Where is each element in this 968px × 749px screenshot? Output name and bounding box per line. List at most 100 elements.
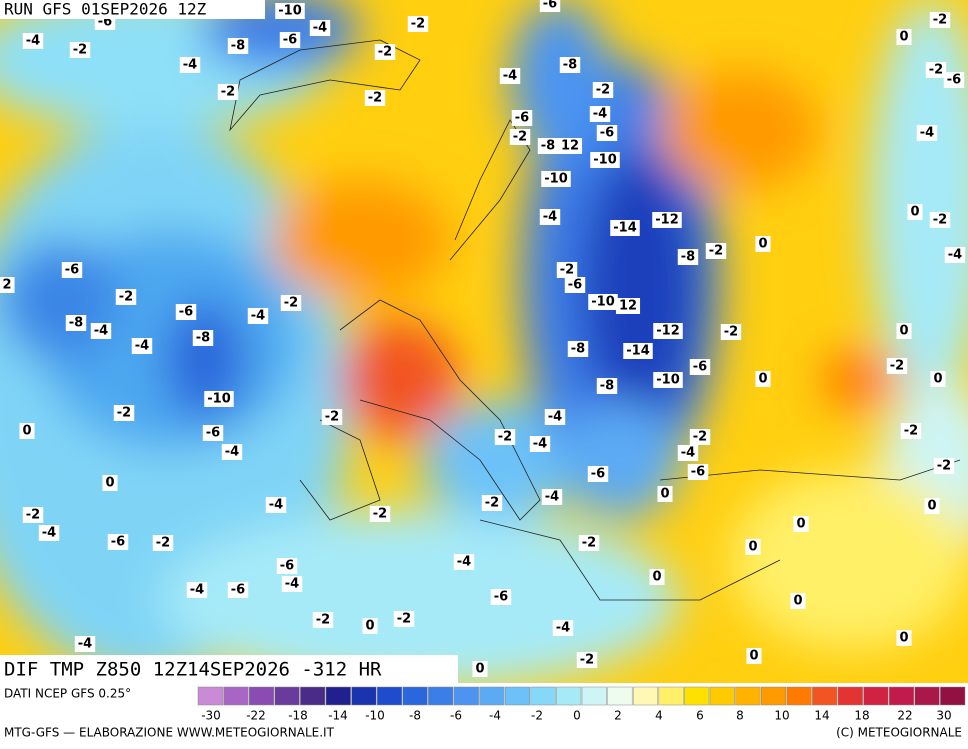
legend-label: -4 [489, 709, 501, 723]
legend-label: 10 [774, 709, 789, 723]
contour-label-box [38, 525, 60, 541]
contour-label-box [657, 486, 673, 502]
contour-label-box [596, 378, 618, 394]
map: -6-4-2-4-8 -6-4-10-2-2-2 -2-6-8-4-2-4-6-6-… [0, 0, 968, 683]
contour-label-box [943, 72, 965, 88]
contour-label-box [916, 125, 938, 141]
contour-label: -2 [929, 63, 943, 78]
contour-label-box [511, 110, 533, 126]
contour-label: -4 [533, 437, 547, 452]
contour-label-box [202, 425, 224, 441]
contour-label: -2 [498, 430, 512, 445]
contour-label-box [509, 129, 531, 145]
contour-label: -10 [656, 373, 680, 388]
legend-swatch [786, 686, 812, 706]
contour-label-box [589, 106, 611, 122]
contour-label-box [152, 535, 174, 551]
run-box [0, 0, 265, 19]
contour-label: -4 [26, 34, 40, 49]
contour-label: -4 [543, 210, 557, 225]
contour-label: -2 [284, 296, 298, 311]
legend-swatch [376, 686, 403, 706]
title: DIF TMP Z850 12Z14SEP2026 -312 HR [4, 659, 382, 681]
contour-label: -2 [368, 91, 382, 106]
contour-label-box [265, 497, 287, 513]
contour-label: -4 [920, 126, 934, 141]
contour-label: -4 [548, 410, 562, 425]
legend-swatch [556, 686, 582, 706]
contour-label-box [929, 12, 951, 28]
contour-label-box [886, 358, 908, 374]
contour-label: 0 [22, 424, 31, 439]
contour-label-box [924, 498, 940, 514]
contour-label: -10 [591, 295, 615, 310]
contour-label: -6 [693, 360, 707, 375]
contour-label-box [677, 249, 699, 265]
contour-label-box [590, 152, 620, 168]
contour-label-box [186, 582, 208, 598]
contour-label: 0 [899, 631, 908, 646]
contour-label-box [687, 464, 709, 480]
contour-label: -10 [207, 392, 231, 407]
legend-swatch [812, 686, 838, 706]
contour-label: -4 [457, 555, 471, 570]
contour-label-box [541, 489, 563, 505]
contour-label: 0 [749, 649, 758, 664]
legend-label: 30 [936, 709, 951, 723]
contour-label-box [362, 618, 378, 634]
contour-label-box [115, 289, 137, 305]
contour-label-box [557, 138, 583, 154]
contour-label: -12 [656, 324, 680, 339]
contour-label: -2 [26, 508, 40, 523]
contour-label: -2 [485, 496, 499, 511]
contour-label: -6 [691, 465, 705, 480]
contour-label-box [592, 82, 614, 98]
contour-label-box [755, 371, 771, 387]
contour-label: -2 [119, 290, 133, 305]
contour-label: -2 [890, 359, 904, 374]
contour-label: 0 [758, 372, 767, 387]
contour-label: -6 [206, 426, 220, 441]
contour-label: -2 [513, 130, 527, 145]
contour-label: -2 [560, 263, 574, 278]
legend-label: -30 [201, 709, 221, 723]
contour-label-box [790, 593, 806, 609]
contour-label: -4 [948, 248, 962, 263]
contour-label: -8 [563, 58, 577, 73]
contour-label-box [900, 423, 922, 439]
contour-label-box [217, 84, 239, 100]
contour-label-box [102, 475, 118, 491]
contour-label: 0 [899, 324, 908, 339]
contour-label: -8 [69, 316, 83, 331]
contour-label: 0 [758, 237, 767, 252]
contour-label: -4 [78, 637, 92, 652]
contour-label: 2 [2, 278, 11, 293]
contour-label: -6 [111, 535, 125, 550]
contour-label: -4 [503, 69, 517, 84]
contour-label-box [610, 220, 640, 236]
contour-label: -4 [225, 445, 239, 460]
legend-swatch [504, 686, 531, 706]
contour-label-box [407, 16, 429, 32]
contour-label-box [74, 636, 96, 652]
contour-label: 0 [910, 205, 919, 220]
contour-label: -4 [190, 583, 204, 598]
legend-swatch [709, 686, 735, 706]
contour-label: -4 [681, 446, 695, 461]
contour-label-box [179, 57, 201, 73]
contour-label: 0 [899, 30, 908, 45]
contour-label-box [537, 138, 559, 154]
contour-label: -2 [937, 459, 951, 474]
contour-label-box [541, 171, 571, 187]
contour-label-box [689, 429, 711, 445]
contour-label: -2 [221, 85, 235, 100]
contour-label: 12 [619, 299, 637, 314]
contour-label-box [705, 243, 727, 259]
contour-label: -6 [543, 0, 557, 12]
contour-label-box [677, 445, 699, 461]
contour-label: -2 [73, 43, 87, 58]
contour-label: -14 [613, 221, 637, 236]
contour-label: -8 [681, 250, 695, 265]
legend-swatch [428, 686, 454, 706]
legend-swatch [530, 686, 556, 706]
